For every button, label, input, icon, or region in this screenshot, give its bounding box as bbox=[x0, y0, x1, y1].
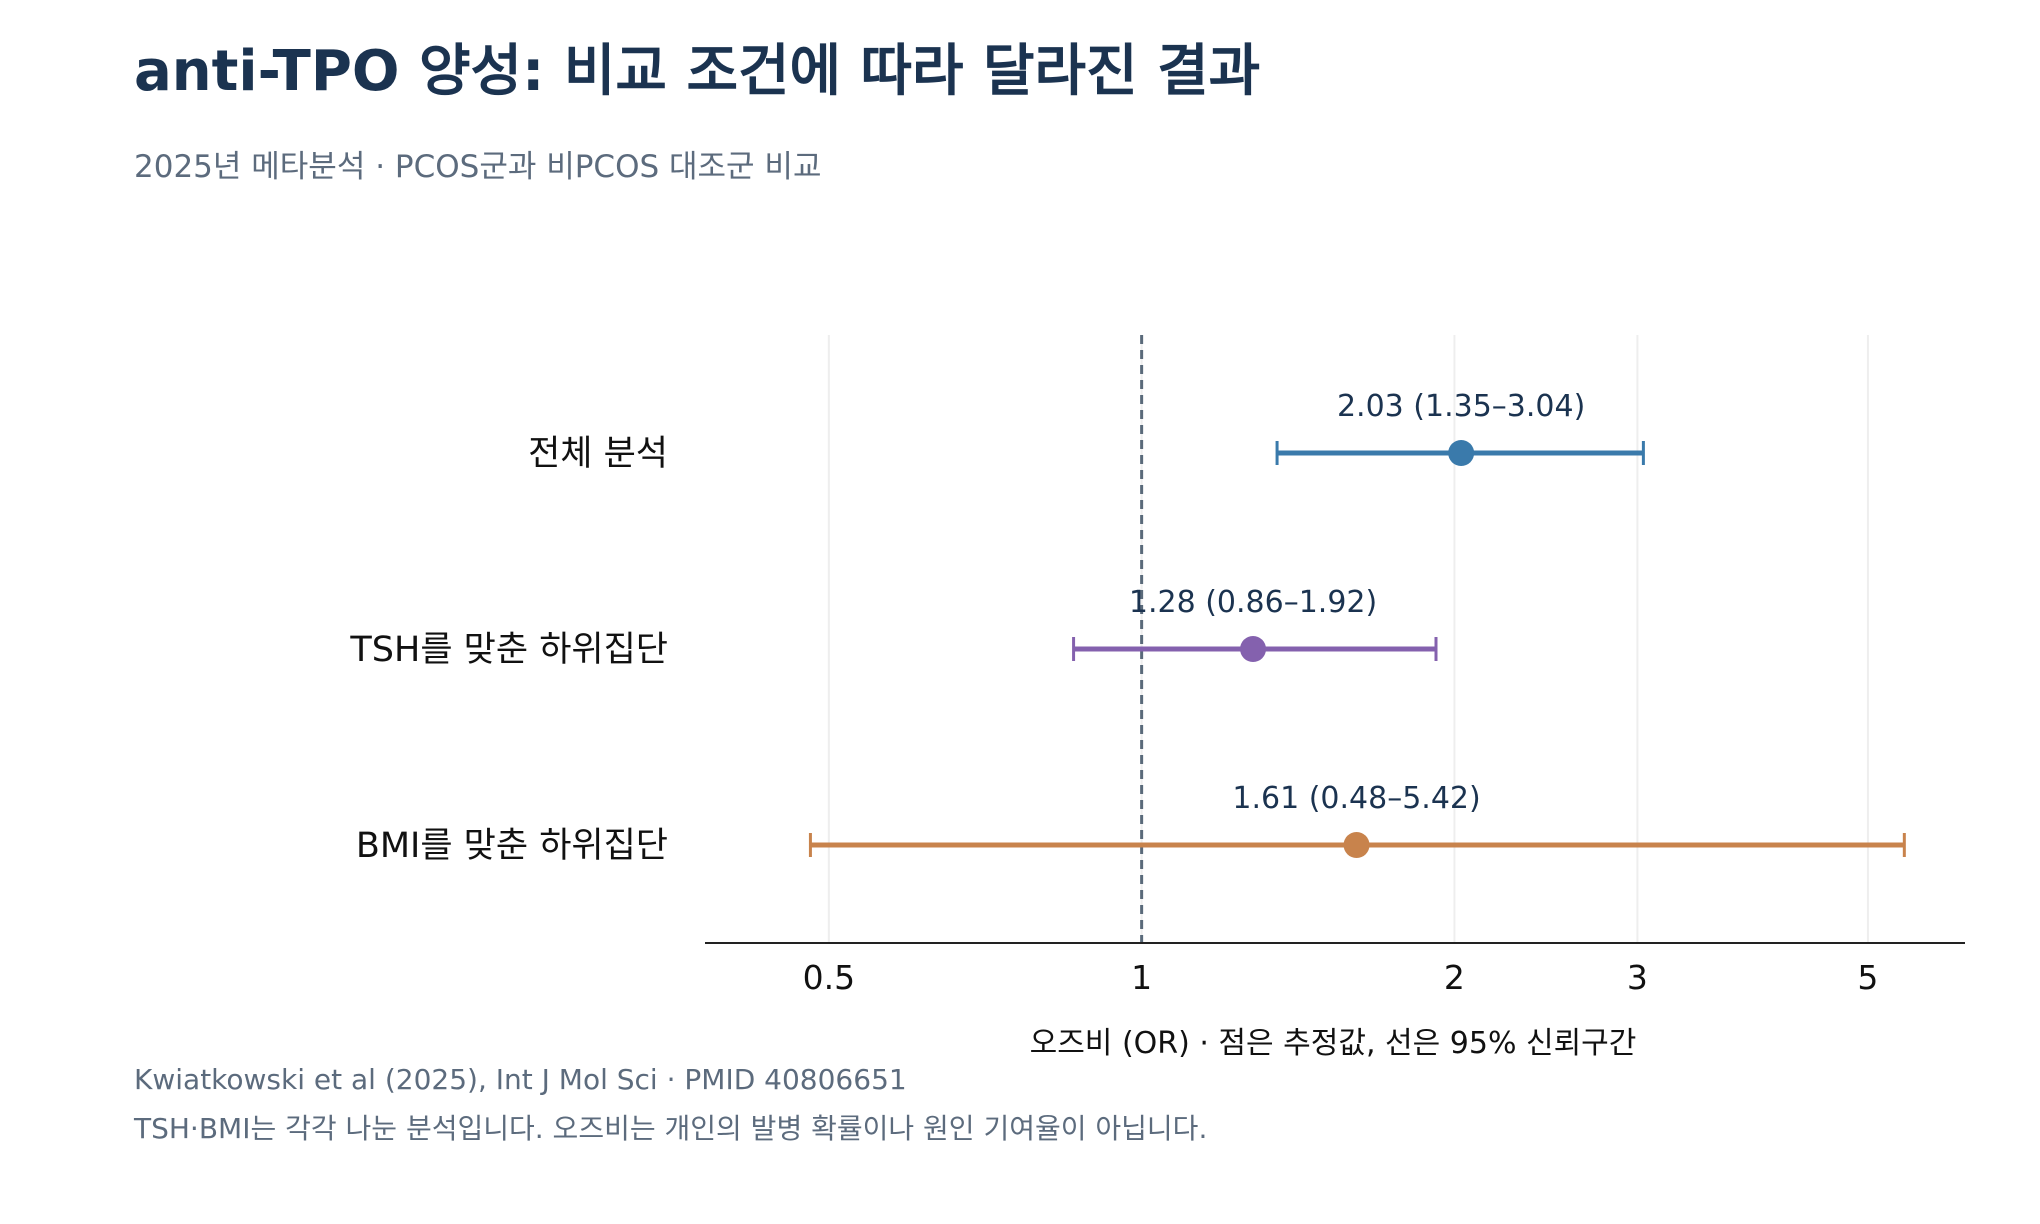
forest-row: TSH를 맞춘 하위집단 1.28 (0.86–1.92) bbox=[349, 585, 1438, 670]
category-label: 전체 분석 bbox=[528, 434, 668, 474]
data-label: 2.03 (1.35–3.04) bbox=[1337, 389, 1585, 424]
category-label: BMI를 맞춘 하위집단 bbox=[356, 826, 668, 866]
x-tick-label: 3 bbox=[1627, 958, 1648, 997]
x-tick-label: 1 bbox=[1131, 958, 1152, 997]
grid-lines bbox=[827, 335, 1869, 943]
x-tick-label: 2 bbox=[1444, 958, 1465, 997]
x-tick-label: 5 bbox=[1857, 958, 1878, 997]
x-axis-ticks: 0.5 1 2 3 5 bbox=[803, 958, 1879, 997]
chart-title: anti-TPO 양성: 비교 조건에 따라 달라진 결과 bbox=[134, 39, 1260, 104]
point-estimate bbox=[1448, 440, 1475, 466]
x-axis-label: 오즈비 (OR) · 점은 추정값, 선은 95% 신뢰구간 bbox=[1030, 1026, 1637, 1061]
point-estimate bbox=[1240, 636, 1267, 662]
point-estimate bbox=[1343, 832, 1370, 858]
category-label: TSH를 맞춘 하위집단 bbox=[349, 630, 668, 670]
chart-subtitle: 2025년 메타분석 · PCOS군과 비PCOS 대조군 비교 bbox=[134, 149, 821, 185]
x-tick-label: 0.5 bbox=[803, 958, 855, 997]
data-label: 1.61 (0.48–5.42) bbox=[1232, 781, 1480, 816]
footnote: TSH·BMI는 각각 나눈 분석입니다. 오즈비는 개인의 발병 확률이나 원… bbox=[133, 1112, 1207, 1145]
source-citation: Kwiatkowski et al (2025), Int J Mol Sci … bbox=[134, 1063, 907, 1096]
forest-rows: 전체 분석 2.03 (1.35–3.04) TSH를 맞춘 하위집단 1.28 (0… bbox=[349, 389, 1906, 866]
data-label: 1.28 (0.86–1.92) bbox=[1129, 585, 1377, 620]
forest-row: BMI를 맞춘 하위집단 1.61 (0.48–5.42) bbox=[356, 781, 1906, 866]
forest-row: 전체 분석 2.03 (1.35–3.04) bbox=[528, 389, 1645, 474]
